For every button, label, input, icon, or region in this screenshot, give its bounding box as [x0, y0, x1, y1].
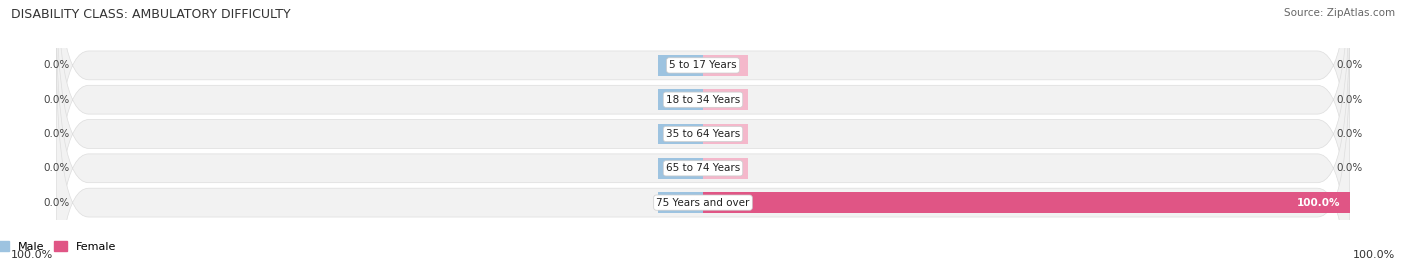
- Legend: Male, Female: Male, Female: [0, 241, 117, 252]
- Bar: [658, 192, 703, 213]
- Bar: [658, 55, 703, 76]
- Text: 0.0%: 0.0%: [1337, 163, 1362, 173]
- Text: 100.0%: 100.0%: [1353, 250, 1395, 260]
- FancyBboxPatch shape: [56, 0, 1350, 257]
- FancyBboxPatch shape: [56, 0, 1350, 268]
- Text: 0.0%: 0.0%: [1337, 60, 1362, 70]
- Text: 0.0%: 0.0%: [44, 129, 69, 139]
- Text: 0.0%: 0.0%: [1337, 95, 1362, 105]
- Text: 0.0%: 0.0%: [44, 60, 69, 70]
- Bar: [658, 158, 703, 178]
- Text: 0.0%: 0.0%: [1337, 129, 1362, 139]
- Text: 100.0%: 100.0%: [1296, 198, 1340, 208]
- Text: 65 to 74 Years: 65 to 74 Years: [666, 163, 740, 173]
- Text: 0.0%: 0.0%: [44, 163, 69, 173]
- Bar: [703, 90, 748, 110]
- FancyBboxPatch shape: [56, 0, 1350, 222]
- Text: 0.0%: 0.0%: [44, 198, 69, 208]
- Text: Source: ZipAtlas.com: Source: ZipAtlas.com: [1284, 8, 1395, 18]
- Text: 0.0%: 0.0%: [44, 95, 69, 105]
- Bar: [658, 90, 703, 110]
- Bar: [703, 192, 1350, 213]
- Text: 18 to 34 Years: 18 to 34 Years: [666, 95, 740, 105]
- Text: 100.0%: 100.0%: [11, 250, 53, 260]
- Text: 5 to 17 Years: 5 to 17 Years: [669, 60, 737, 70]
- Text: DISABILITY CLASS: AMBULATORY DIFFICULTY: DISABILITY CLASS: AMBULATORY DIFFICULTY: [11, 8, 291, 21]
- FancyBboxPatch shape: [56, 46, 1350, 268]
- Bar: [658, 124, 703, 144]
- Bar: [703, 124, 748, 144]
- Bar: [703, 158, 748, 178]
- Text: 35 to 64 Years: 35 to 64 Years: [666, 129, 740, 139]
- Text: 75 Years and over: 75 Years and over: [657, 198, 749, 208]
- Bar: [703, 55, 748, 76]
- FancyBboxPatch shape: [56, 11, 1350, 268]
